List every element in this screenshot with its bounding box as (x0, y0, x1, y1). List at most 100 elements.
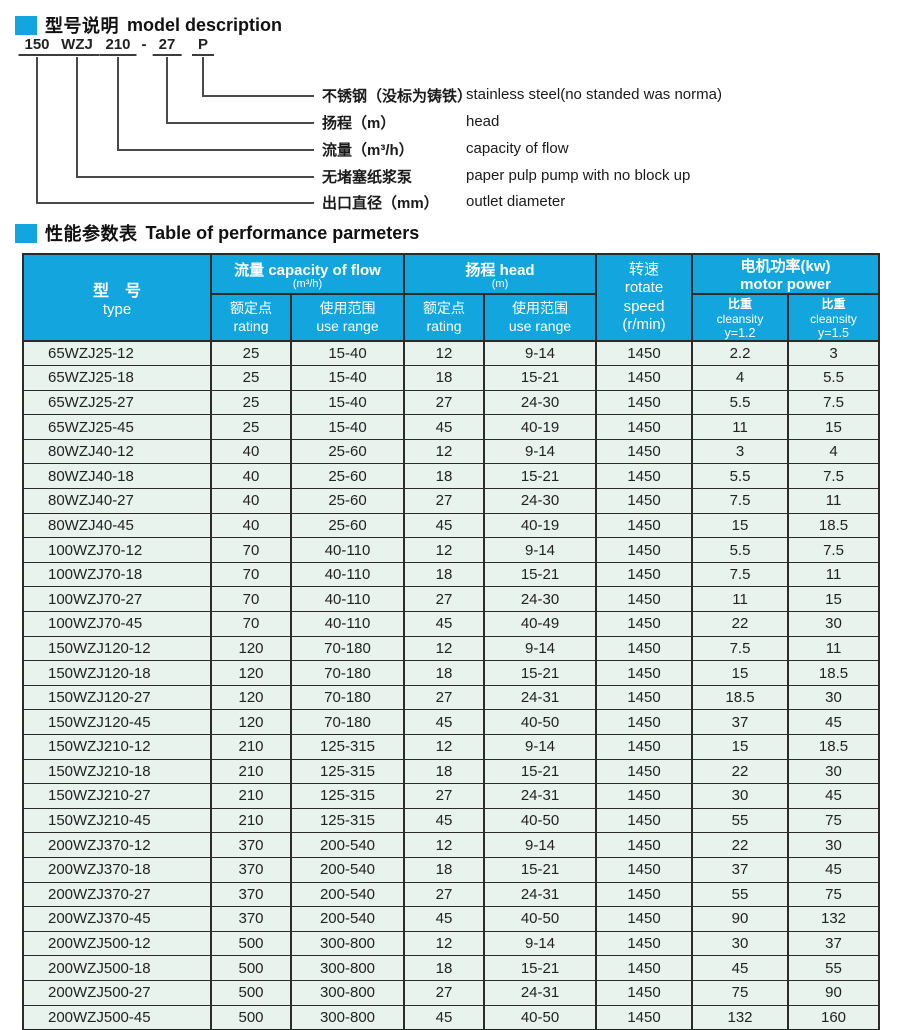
table-row: 150WZJ210-45 210 125-315 45 40-50 1450 55 75 (22, 807, 881, 834)
model-type-cell: 150WZJ120-45 (22, 709, 212, 735)
flow-rating-cell: 40 (210, 463, 292, 490)
head-rating-cell: 45 (403, 709, 486, 735)
annotation-stainless-en: stainless steel(no standed was norma) (466, 86, 722, 103)
annotation-capacity-zh: 流量（m³/h） (322, 142, 414, 159)
power-y15-cell: 30 (787, 684, 881, 711)
model-type-cell: 150WZJ210-18 (22, 758, 212, 785)
rotate-speed-cell: 1450 (595, 365, 694, 391)
flow-range-cell: 200-540 (289, 881, 406, 908)
head-range-cell: 9-14 (483, 635, 598, 662)
density-label-zh: 比重 (728, 297, 753, 311)
power-y12-cell: 7.5 (691, 635, 790, 662)
flow-rating-cell: 40 (210, 512, 292, 539)
flow-rating-cell: 25 (210, 389, 292, 416)
flow-range-cell: 25-60 (289, 438, 406, 465)
rotate-speed-cell: 1450 (595, 463, 694, 490)
flow-range-cell: 25-60 (289, 488, 406, 514)
power-y12-cell: 22 (691, 832, 790, 858)
flow-rating-cell: 70 (210, 537, 292, 563)
leader-line-horizontal (166, 122, 314, 124)
power-y15-cell: 55 (787, 955, 881, 981)
power-y12-cell: 5.5 (691, 537, 790, 563)
table-row: 200WZJ370-18 370 200-540 18 15-21 1450 37 45 (22, 856, 881, 883)
table-row: 80WZJ40-45 40 25-60 45 40-19 1450 15 18.5 (22, 512, 881, 539)
power-y12-cell: 11 (691, 414, 790, 440)
flow-range-cell: 70-180 (289, 635, 406, 662)
power-y12-cell: 3 (691, 438, 790, 465)
head-range-cell: 40-19 (483, 512, 598, 539)
power-y12-cell: 22 (691, 758, 790, 785)
annotation-outlet-zh: 出口直径（mm） (322, 195, 439, 212)
rotate-speed-cell: 1450 (595, 586, 694, 613)
model-type-cell: 150WZJ210-45 (22, 807, 212, 834)
flow-range-cell: 40-110 (289, 561, 406, 588)
flow-rating-cell: 500 (210, 1004, 292, 1030)
table-row: 80WZJ40-18 40 25-60 18 15-21 1450 5.5 7.5 (22, 463, 881, 490)
flow-rating-cell: 70 (210, 586, 292, 613)
flow-range-cell: 300-800 (289, 930, 406, 957)
power-y15-cell: 160 (787, 1004, 881, 1030)
head-range-cell: 24-30 (483, 488, 598, 514)
density-label-zh: 比重 (821, 297, 846, 311)
model-type-cell: 200WZJ370-18 (22, 856, 212, 883)
table-row: 65WZJ25-18 25 15-40 18 15-21 1450 4 5.5 (22, 365, 881, 391)
head-range-cell: 40-50 (483, 1004, 598, 1030)
model-type-cell: 150WZJ210-12 (22, 734, 212, 760)
head-rating-cell: 12 (403, 537, 486, 563)
power-y12-cell: 15 (691, 660, 790, 686)
model-type-cell: 80WZJ40-18 (22, 463, 212, 490)
blue-square-icon (15, 223, 37, 243)
head-range-cell: 15-21 (483, 365, 598, 391)
flow-rating-cell: 120 (210, 660, 292, 686)
flow-group-unit: (m³/h) (292, 277, 323, 290)
model-type-cell: 150WZJ120-18 (22, 660, 212, 686)
table-row: 150WZJ210-27 210 125-315 27 24-31 1450 30 45 (22, 783, 881, 809)
rotate-speed-cell: 1450 (595, 783, 694, 809)
flow-rating-cell: 500 (210, 930, 292, 957)
power-y12-cell: 4 (691, 365, 790, 391)
flow-rating-cell: 120 (210, 635, 292, 662)
power-group-label-en: motor power (740, 276, 831, 293)
flow-rating-cell: 70 (210, 561, 292, 588)
table-row: 80WZJ40-27 40 25-60 27 24-30 1450 7.5 11 (22, 488, 881, 514)
table-row: 200WZJ370-12 370 200-540 12 9-14 1450 22 30 (22, 832, 881, 858)
power-y15-cell: 37 (787, 930, 881, 957)
leader-line-horizontal (76, 176, 314, 178)
table-row: 100WZJ70-27 70 40-110 27 24-30 1450 11 15 (22, 586, 881, 613)
flow-rating-cell: 210 (210, 783, 292, 809)
head-rating-cell: 18 (403, 758, 486, 785)
flow-range-cell: 70-180 (289, 709, 406, 735)
col-group-motor-power: 电机功率(kw) motor power (691, 253, 881, 295)
power-y12-cell: 55 (691, 807, 790, 834)
flow-range-cell: 25-60 (289, 463, 406, 490)
head-range-cell: 9-14 (483, 340, 598, 367)
head-range-cell: 24-31 (483, 881, 598, 908)
power-y15-cell: 7.5 (787, 463, 881, 490)
flow-rating-cell: 500 (210, 979, 292, 1006)
head-rating-cell: 12 (403, 340, 486, 367)
rotate-speed-cell: 1450 (595, 635, 694, 662)
density-label-en: cleansity (810, 312, 857, 326)
annotation-capacity-en: capacity of flow (466, 140, 569, 157)
head-rating-cell: 45 (403, 611, 486, 637)
flow-group-label: 流量 capacity of flow (234, 261, 381, 279)
head-range-cell: 24-31 (483, 684, 598, 711)
model-type-cell: 80WZJ40-12 (22, 438, 212, 465)
model-token-pump-type: WZJ (55, 36, 99, 56)
flow-range-cell: 15-40 (289, 340, 406, 367)
head-range-cell: 40-50 (483, 906, 598, 932)
rotate-speed-cell: 1450 (595, 906, 694, 932)
section-title-en: model description (127, 14, 283, 35)
rotate-speed-cell: 1450 (595, 734, 694, 760)
density-value-12: y=1.2 (724, 326, 756, 340)
col-header-type: 型 号 type (22, 253, 212, 342)
head-range-cell: 24-31 (483, 979, 598, 1006)
power-y15-cell: 30 (787, 611, 881, 637)
power-y15-cell: 7.5 (787, 537, 881, 563)
power-y15-cell: 132 (787, 906, 881, 932)
leader-line-horizontal (117, 149, 314, 151)
annotation-stainless-zh: 不锈钢（没标为铸铁） (322, 88, 473, 105)
power-y15-cell: 75 (787, 881, 881, 908)
rotate-speed-cell: 1450 (595, 684, 694, 711)
